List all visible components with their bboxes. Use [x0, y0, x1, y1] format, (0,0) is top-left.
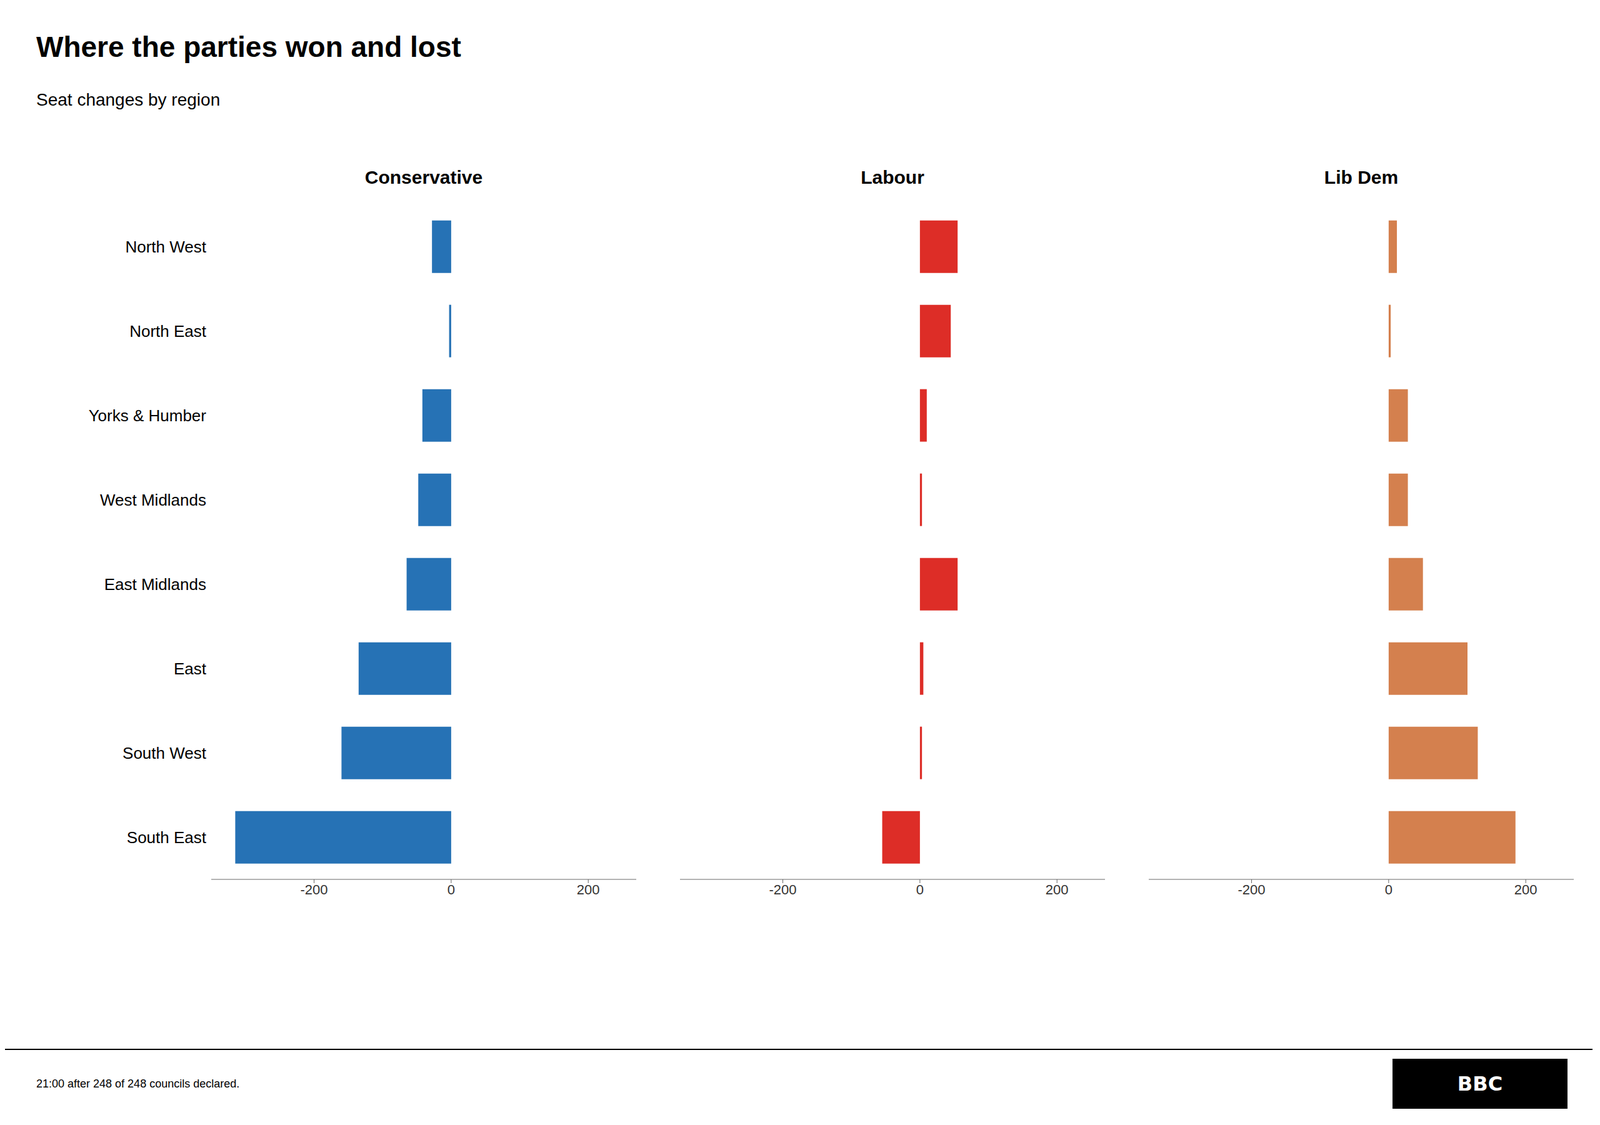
- html-text:Lib Dem: Lib Dem: [1324, 166, 1399, 188]
- html-text:BBC: BBC: [1457, 1071, 1503, 1096]
- svg-text:South East: South East: [126, 828, 207, 847]
- html-text:Seat changes by region: Seat changes by region: [36, 90, 221, 110]
- svg-text:0: 0: [916, 881, 924, 897]
- html-text:21:00 after 248 of 248 council: 21:00 after 248 of 248 councils declared…: [36, 1077, 240, 1090]
- svg-text:South West: South West: [122, 743, 207, 763]
- svg-text:-200: -200: [768, 881, 797, 897]
- svg-text:-200: -200: [300, 881, 328, 897]
- svg-text:Yorks & Humber: Yorks & Humber: [88, 406, 207, 425]
- svg-text:North East: North East: [129, 321, 207, 341]
- svg-text:0: 0: [1385, 881, 1393, 897]
- svg-text:0: 0: [447, 881, 455, 897]
- svg-text:West Midlands: West Midlands: [100, 490, 207, 510]
- svg-text:North West: North West: [125, 237, 207, 257]
- svg-text:200: 200: [576, 881, 600, 897]
- svg-text:-200: -200: [1237, 881, 1265, 897]
- html-text:Labour: Labour: [860, 166, 925, 188]
- svg-text:East: East: [173, 659, 207, 679]
- html-text:Where the parties won and lost: Where the parties won and lost: [36, 30, 462, 64]
- svg-text:200: 200: [1045, 881, 1069, 897]
- svg-text:200: 200: [1514, 881, 1538, 897]
- svg-text:East Midlands: East Midlands: [104, 575, 207, 594]
- html-text:Conservative: Conservative: [364, 166, 483, 188]
